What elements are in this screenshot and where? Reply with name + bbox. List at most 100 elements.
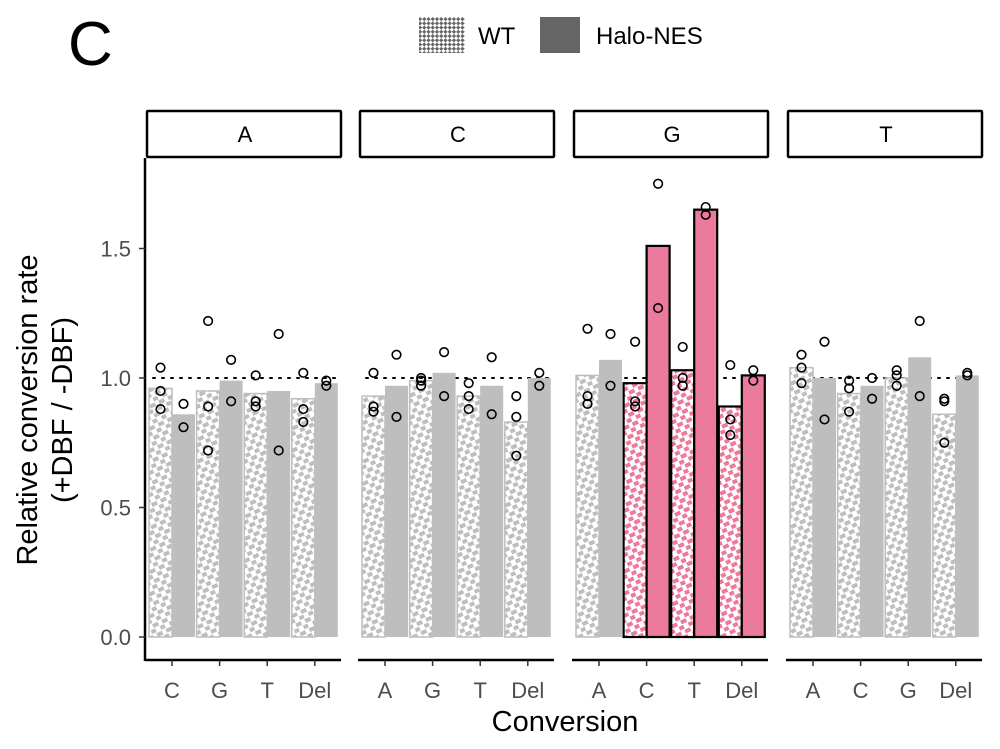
facet-strip <box>786 109 984 159</box>
data-point <box>962 370 973 381</box>
data-point <box>298 403 309 415</box>
bar-wt-Del <box>717 405 743 639</box>
bar-halo-nes-T <box>693 208 719 639</box>
data-point <box>511 450 522 461</box>
x-tick-label: Del <box>298 678 331 703</box>
data-point <box>605 380 616 391</box>
facet-panel-G: G A C T Del <box>572 109 770 703</box>
bar-halo-nes-Del <box>527 378 551 637</box>
data-point <box>796 349 807 360</box>
data-point <box>605 328 616 340</box>
bar-halo-nes-G <box>432 372 456 637</box>
bar-halo-nes-A <box>385 385 408 637</box>
x-tick-label: G <box>424 678 441 703</box>
bar-halo-nes-A <box>599 359 622 637</box>
facet-strip-label: G <box>663 122 680 147</box>
data-point <box>796 362 807 373</box>
bar-halo-nes-G <box>908 357 932 637</box>
data-point <box>796 378 807 389</box>
data-point <box>155 385 166 397</box>
x-tick-label: Del <box>939 678 972 703</box>
data-point <box>463 378 474 389</box>
data-point <box>273 445 284 456</box>
bar-wt-Del <box>291 397 316 638</box>
data-point <box>534 367 545 378</box>
data-point <box>486 352 497 363</box>
data-point <box>298 367 309 378</box>
facet-strip <box>572 109 770 159</box>
data-point <box>155 403 166 415</box>
data-point <box>321 380 332 391</box>
data-point <box>226 396 237 407</box>
x-tick-label: Del <box>725 678 758 703</box>
data-point <box>463 391 474 402</box>
data-point <box>914 315 925 327</box>
panel-letter: C <box>68 10 113 79</box>
data-point <box>700 201 711 213</box>
facet-strip-label: T <box>879 122 892 147</box>
bar-wt-A <box>361 395 386 638</box>
data-point <box>819 336 830 347</box>
bar-halo-nes-C <box>172 414 195 637</box>
data-point <box>582 398 593 410</box>
y-axis: 0.0 0.5 1.0 1.5 <box>100 158 147 661</box>
data-point <box>866 372 878 384</box>
bar-wt-C <box>148 387 173 638</box>
data-point <box>178 422 189 433</box>
data-point <box>486 409 497 420</box>
bar-halo-nes-C <box>645 244 671 639</box>
data-point <box>250 370 261 381</box>
data-point <box>891 370 902 381</box>
bar-wt-T <box>456 395 481 638</box>
data-point <box>250 396 261 407</box>
bar-wt-C <box>836 392 862 638</box>
legend-swatch-halo-nes <box>540 17 580 53</box>
data-point <box>748 365 759 376</box>
data-point <box>629 336 641 347</box>
data-point <box>250 401 261 412</box>
data-point <box>203 401 214 412</box>
data-point <box>725 414 736 425</box>
bar-halo-nes-G <box>219 380 243 637</box>
data-point <box>368 406 379 417</box>
legend: WT Halo-NES <box>419 17 703 53</box>
data-point <box>677 341 688 353</box>
bar-wt-T <box>670 369 696 639</box>
data-point <box>203 315 214 327</box>
bar-halo-nes-A <box>813 378 836 637</box>
data-point <box>582 391 593 402</box>
facet-panel-A: A C G T Del <box>145 109 343 703</box>
facet-strip <box>145 109 343 159</box>
facet-strip-label: C <box>450 122 466 147</box>
data-point <box>843 383 855 394</box>
bar-wt-T <box>243 392 268 638</box>
bar-wt-G <box>884 377 909 638</box>
facet-panel-T: T A C G Del <box>786 109 984 703</box>
bar-halo-nes-Del <box>955 375 979 637</box>
data-point <box>155 362 166 373</box>
data-point <box>391 411 402 422</box>
data-point <box>891 365 902 376</box>
data-point <box>511 391 522 402</box>
data-point <box>298 416 309 428</box>
x-tick-label: A <box>592 678 607 703</box>
y-tick-label: 1.5 <box>100 237 131 262</box>
data-point <box>273 328 284 340</box>
data-point <box>439 391 450 402</box>
data-point <box>368 401 379 412</box>
bar-halo-nes-T <box>480 385 504 637</box>
x-tick-label: A <box>378 678 393 703</box>
data-point <box>416 375 427 386</box>
data-point <box>748 375 759 386</box>
data-point <box>416 380 427 391</box>
data-point <box>819 414 830 425</box>
bar-wt-G <box>195 390 221 638</box>
panels: A C G T Del C A G T Del G A C T Del T A C G Del <box>145 109 984 703</box>
facet-strip <box>358 109 556 159</box>
data-point <box>939 396 950 407</box>
x-tick-label: A <box>806 678 821 703</box>
bar-halo-nes-Del <box>314 383 338 637</box>
data-point <box>866 393 878 404</box>
data-point <box>725 429 736 441</box>
